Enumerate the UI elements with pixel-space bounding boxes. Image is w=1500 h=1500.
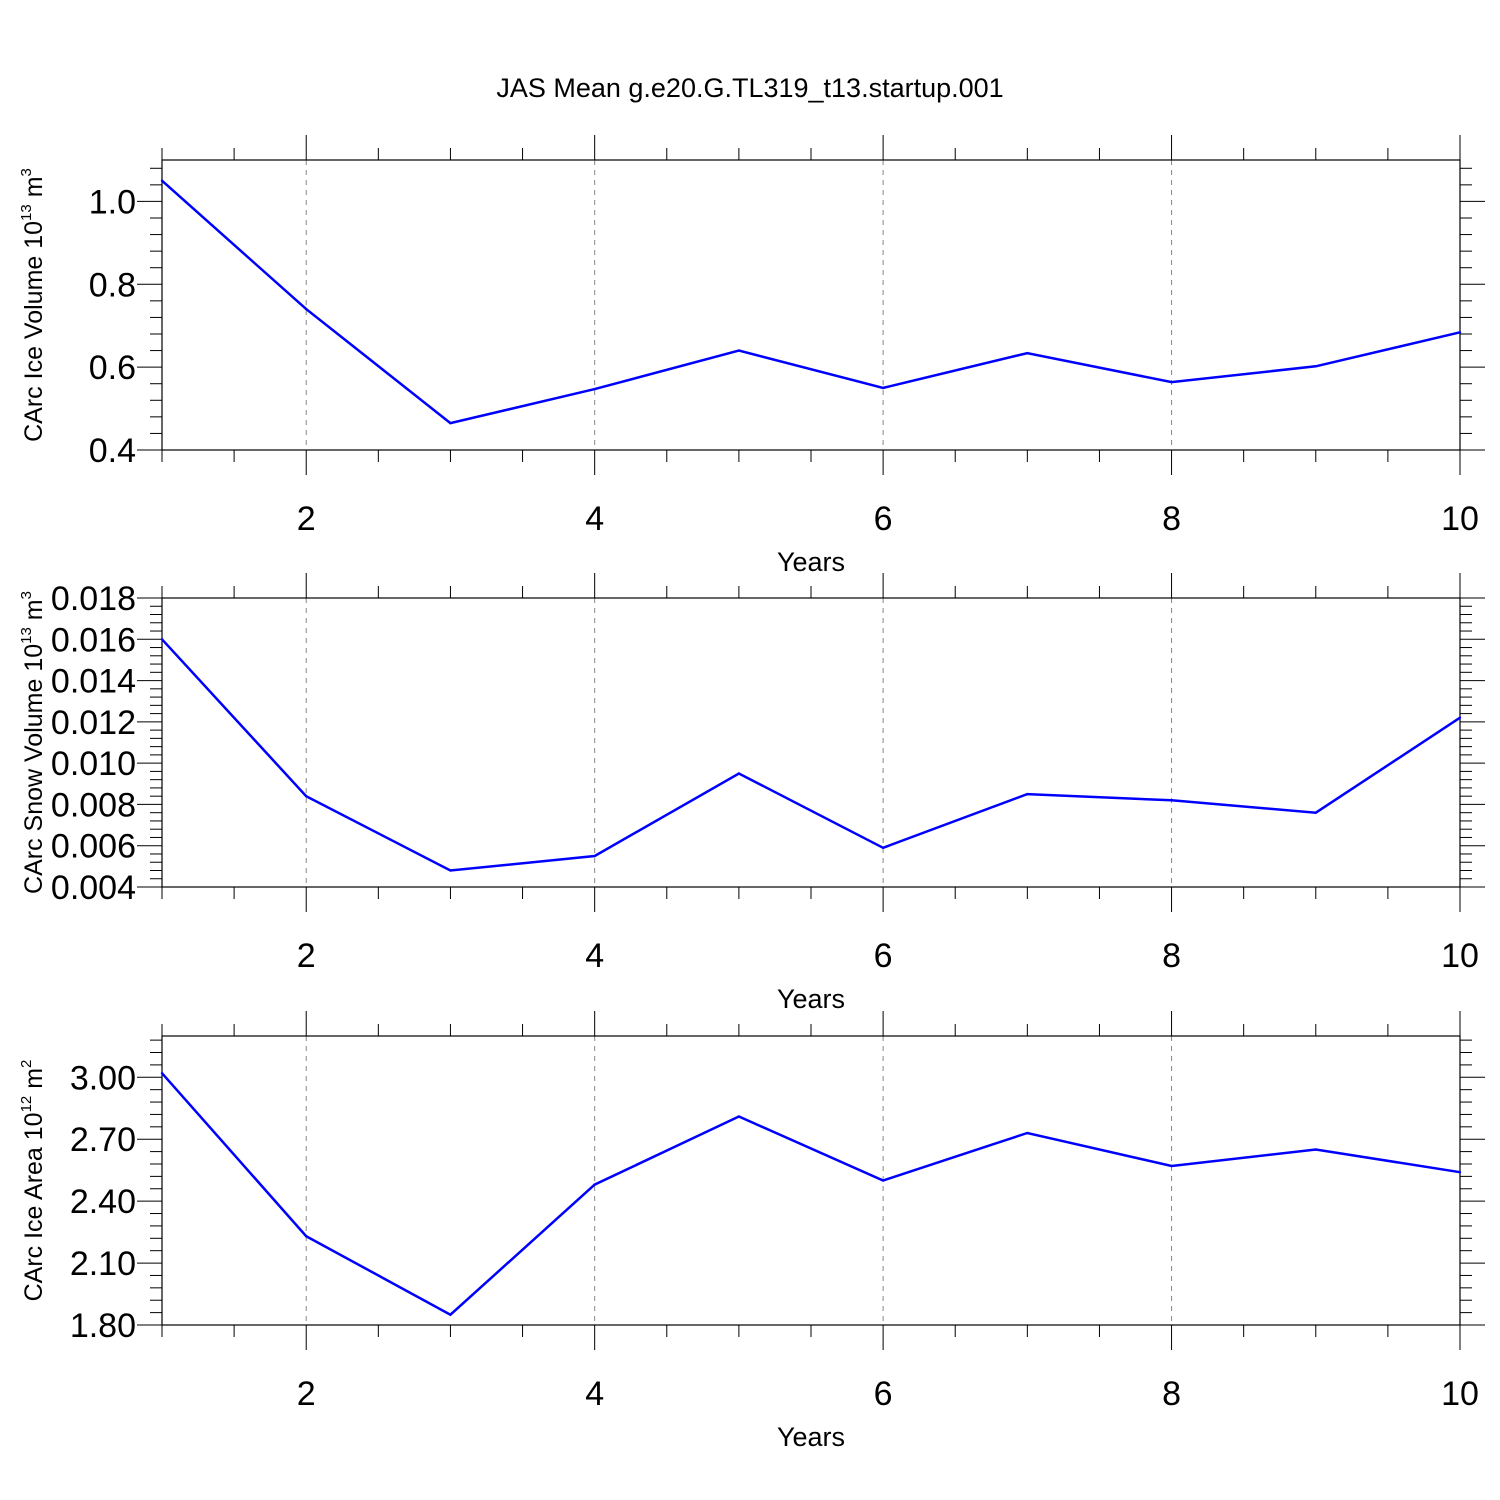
ice-volume-x-tick-label: 4 — [585, 500, 604, 538]
snow-volume-x-tick-label: 6 — [874, 937, 893, 975]
snow-volume-plot-frame — [161, 597, 1461, 888]
snow-volume-series-line — [161, 638, 1461, 872]
ice-volume-y-label-exp: 13 — [18, 204, 35, 221]
ice-area-data-point — [305, 1235, 308, 1238]
snow-volume-data-point — [881, 846, 885, 849]
snow-volume-x-tick-label: 2 — [297, 937, 316, 975]
ice-area-y-tick-label: 2.70 — [70, 1121, 136, 1159]
snow-volume-x-tick-label: 4 — [585, 937, 604, 975]
ice-area-x-tick-label: 2 — [297, 1375, 316, 1413]
snow-volume-y-label-exp: 13 — [18, 627, 35, 644]
snow-volume-y-label-unit-exp: 3 — [18, 591, 35, 599]
ice-area-plot-frame — [161, 1035, 1461, 1326]
ice-area-data-point — [881, 1179, 885, 1182]
ice-area-x-tick-label: 4 — [585, 1375, 604, 1413]
ice-volume-data-point — [449, 421, 452, 425]
snow-volume-y-tick-label: 0.016 — [51, 621, 136, 659]
snow-volume-y-label-text: CArc Snow Volume 10 — [20, 644, 48, 894]
snow-volume-data-point — [1314, 811, 1317, 814]
ice-volume-x-tick-label: 8 — [1162, 500, 1181, 538]
ice-area-x-tick-label: 8 — [1162, 1375, 1181, 1413]
ice-volume-y-label-text: CArc Ice Volume 10 — [20, 221, 48, 442]
ice-volume-y-tick-label: 1.0 — [89, 183, 136, 221]
snow-volume-x-tick-label: 8 — [1162, 937, 1181, 975]
snow-volume-y-tick-label: 0.008 — [51, 786, 136, 824]
snow-volume-data-point — [593, 854, 596, 858]
ice-area-y-label-unit-exp: 2 — [18, 1060, 35, 1068]
ice-volume-y-tick-label: 0.6 — [89, 349, 136, 387]
snow-volume-x-axis-label: Years — [777, 984, 845, 1014]
panel-ice-area: 2 4 6 8 10 1.80 2.10 2.40 2.70 3.00 Years CArc Ice … — [18, 1011, 1485, 1452]
snow-volume-data-point — [449, 869, 452, 872]
ice-volume-data-point — [881, 386, 885, 390]
ice-volume-data-point — [1458, 331, 1462, 334]
ice-volume-data-point — [160, 179, 164, 182]
snow-volume-data-point — [1170, 799, 1173, 802]
ice-area-y-tick-label: 3.00 — [70, 1059, 136, 1097]
snow-volume-data-point — [305, 794, 308, 798]
ice-area-data-point — [1170, 1164, 1173, 1168]
ice-area-y-label-exp: 12 — [18, 1096, 35, 1113]
ice-volume-data-point — [737, 349, 741, 352]
snow-volume-y-label-unit: m — [20, 599, 48, 627]
snow-volume-y-tick-label: 0.004 — [51, 869, 136, 907]
ice-area-y-tick-label: 1.80 — [70, 1307, 136, 1345]
ice-volume-x-tick-label: 6 — [874, 500, 893, 538]
ice-volume-x-tick-label: 2 — [297, 500, 316, 538]
snow-volume-data-point — [160, 638, 164, 641]
snow-volume-y-tick-label: 0.014 — [51, 663, 136, 701]
snow-volume-y-tick-label: 0.018 — [51, 580, 136, 618]
ice-area-x-axis-label: Years — [777, 1422, 845, 1452]
ice-volume-data-point — [1314, 365, 1317, 368]
ice-area-y-tick-label: 2.40 — [70, 1183, 136, 1221]
ice-area-x-tick-label: 6 — [874, 1375, 893, 1413]
ice-volume-data-point — [1170, 380, 1173, 384]
ice-volume-y-label-unit: m — [20, 176, 48, 204]
ice-volume-x-tick-label: 10 — [1441, 500, 1479, 538]
snow-volume-data-point — [1026, 792, 1029, 796]
chart-title: JAS Mean g.e20.G.TL319_t13.startup.001 — [496, 73, 1003, 103]
ice-volume-y-axis-label: CArc Ice Volume 1013 m3 — [18, 168, 48, 442]
ice-area-y-label-text: CArc Ice Area 10 — [20, 1112, 48, 1301]
ice-area-y-label-unit: m — [20, 1068, 48, 1096]
ice-area-series-line — [161, 1072, 1461, 1317]
ice-volume-y-tick-label: 0.4 — [89, 432, 136, 470]
ice-volume-data-point — [1026, 351, 1029, 355]
ice-area-x-tick-label: 10 — [1441, 1375, 1479, 1413]
snow-volume-y-tick-label: 0.012 — [51, 704, 136, 742]
snow-volume-data-point — [737, 772, 741, 775]
ice-area-data-point — [160, 1071, 164, 1075]
ice-area-data-point — [737, 1115, 741, 1118]
ice-volume-x-axis-label: Years — [777, 547, 845, 577]
snow-volume-y-tick-label: 0.010 — [51, 745, 136, 783]
ice-area-y-tick-label: 2.10 — [70, 1245, 136, 1283]
snow-volume-data-point — [1458, 716, 1462, 719]
snow-volume-x-tick-label: 10 — [1441, 937, 1479, 975]
ice-volume-data-point — [593, 387, 596, 391]
ice-volume-data-point — [305, 307, 308, 311]
ice-volume-series-line — [161, 179, 1461, 425]
panel-ice-volume: 2 4 6 8 10 0.4 0.6 0.8 1.0 Years CArc Ice Volume 1… — [18, 135, 1485, 577]
snow-volume-y-axis-label: CArc Snow Volume 1013 m3 — [18, 591, 48, 894]
snow-volume-y-tick-label: 0.006 — [51, 828, 136, 866]
ice-area-data-point — [1026, 1131, 1029, 1135]
ice-volume-y-label-unit-exp: 3 — [18, 168, 35, 176]
ice-volume-plot-frame — [161, 159, 1461, 451]
ice-volume-y-tick-label: 0.8 — [89, 266, 136, 304]
ice-area-data-point — [593, 1183, 596, 1186]
ice-area-y-axis-label: CArc Ice Area 1012 m2 — [18, 1060, 48, 1302]
ice-area-data-point — [1458, 1171, 1462, 1174]
ice-area-data-point — [449, 1313, 452, 1316]
ice-area-data-point — [1314, 1148, 1317, 1151]
